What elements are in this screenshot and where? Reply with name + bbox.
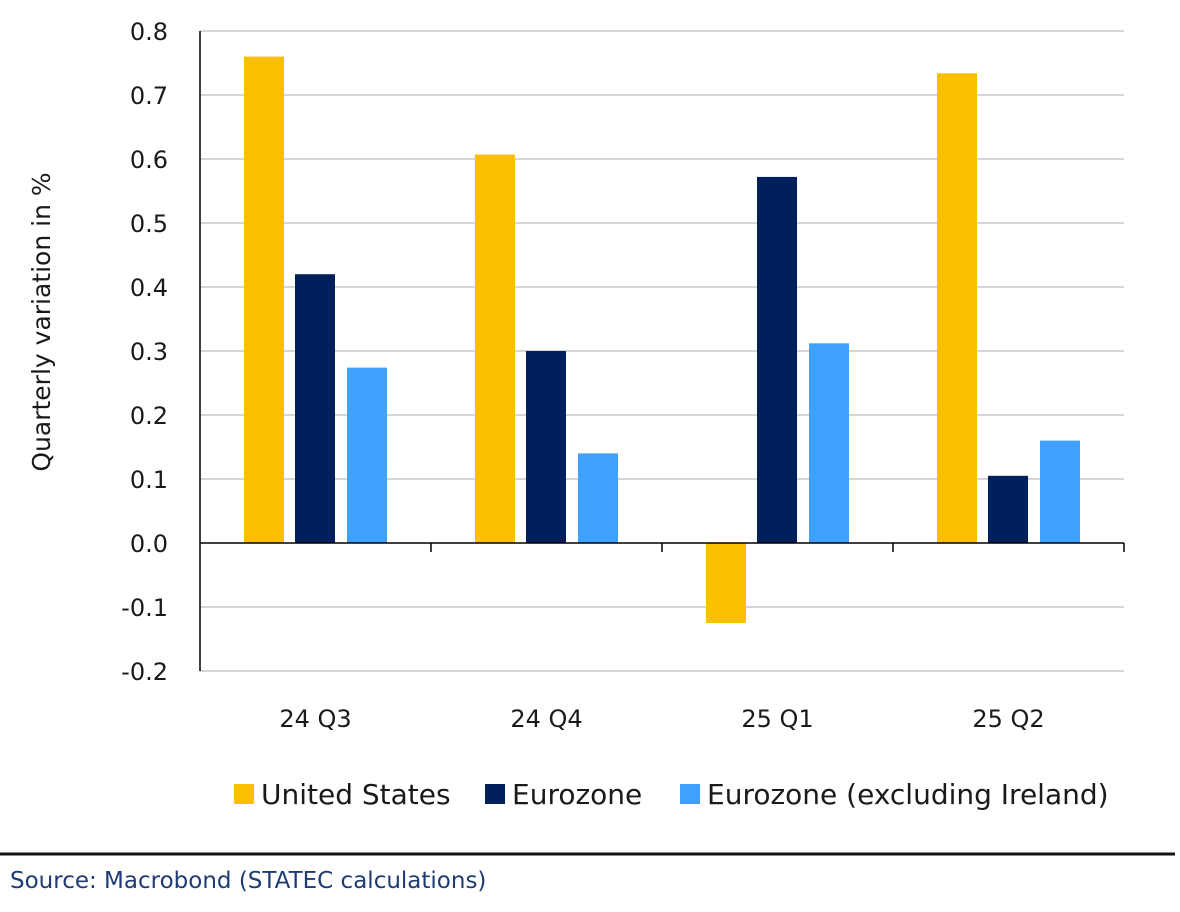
y-tick-label: 0.2 — [130, 402, 168, 430]
legend-label: Eurozone — [512, 778, 642, 811]
bar — [578, 453, 618, 543]
x-tick-label: 25 Q2 — [972, 705, 1044, 733]
x-tick-label: 24 Q4 — [510, 705, 582, 733]
bar — [757, 176, 797, 544]
legend-label: Eurozone (excluding Ireland) — [707, 778, 1109, 811]
y-tick-label: 0.8 — [130, 18, 168, 46]
bar — [475, 154, 515, 543]
bars — [244, 56, 1080, 623]
bar — [526, 351, 566, 543]
bar — [295, 274, 335, 543]
bar — [809, 343, 849, 543]
y-tick-label: -0.1 — [121, 594, 168, 622]
legend: United States Eurozone Eurozone (excluding… — [234, 778, 1109, 811]
y-tick-labels: 0.8 0.7 0.6 0.5 0.4 0.3 0.2 0.1 0.0 -0.1 -0.2 — [121, 18, 168, 686]
y-tick-label: 0.4 — [130, 274, 168, 302]
bar — [937, 73, 977, 544]
bar — [347, 367, 387, 543]
source-note: Source: Macrobond (STATEC calculations) — [10, 868, 486, 894]
legend-swatch — [680, 784, 700, 804]
bar — [244, 56, 284, 543]
bar — [706, 543, 746, 623]
y-tick-label: 0.3 — [130, 338, 168, 366]
y-axis-label: Quarterly variation in % — [27, 172, 56, 471]
bar — [988, 475, 1028, 543]
legend-label: United States — [261, 778, 451, 811]
legend-swatch — [485, 784, 505, 804]
x-tick-labels: 24 Q3 24 Q4 25 Q1 25 Q2 — [279, 705, 1044, 733]
y-tick-label: -0.2 — [121, 658, 168, 686]
grid-lines — [200, 30, 1124, 672]
y-tick-label: 0.0 — [130, 530, 168, 558]
legend-swatch — [234, 784, 254, 804]
axes — [199, 31, 1125, 671]
bar — [1040, 440, 1080, 543]
y-tick-label: 0.1 — [130, 466, 168, 494]
y-tick-label: 0.5 — [130, 210, 168, 238]
x-tick-label: 25 Q1 — [741, 705, 813, 733]
x-tick-label: 24 Q3 — [279, 705, 351, 733]
y-tick-label: 0.6 — [130, 146, 168, 174]
y-tick-label: 0.7 — [130, 82, 168, 110]
